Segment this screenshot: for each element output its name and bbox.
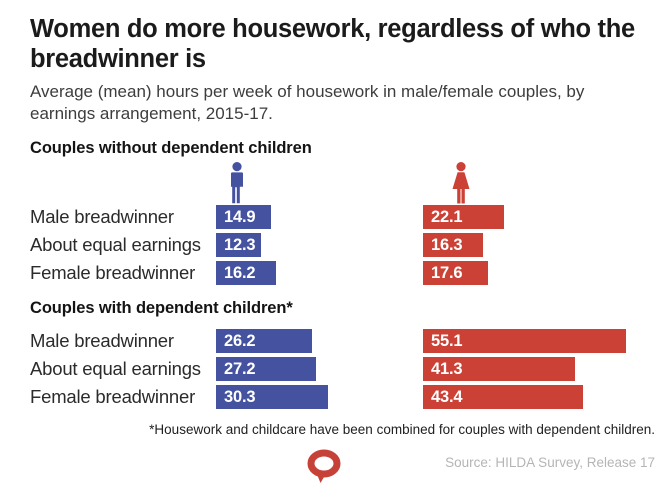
- category-label: About equal earnings: [30, 234, 201, 256]
- female-person-icon: [448, 162, 474, 209]
- male-bar-area: 27.2: [216, 357, 423, 382]
- bar-value: 43.4: [431, 387, 463, 406]
- series-legend-icons: [30, 159, 663, 205]
- bar-value: 55.1: [431, 331, 463, 350]
- bar-value: 30.3: [224, 387, 256, 406]
- female-bar: 43.4: [423, 385, 583, 410]
- male-bar-area: 30.3: [216, 385, 423, 410]
- bar-value: 41.3: [431, 359, 463, 378]
- male-bar: 12.3: [216, 233, 261, 258]
- female-bar: 16.3: [423, 233, 483, 258]
- chart-subtitle: Average (mean) hours per week of housewo…: [30, 82, 585, 124]
- female-bar-area: 22.1: [423, 205, 504, 230]
- bar-value: 12.3: [224, 235, 256, 254]
- chart-row: Female breadwinner 16.2 17.6: [30, 261, 663, 286]
- chart-row: Male breadwinner 26.2 55.1: [30, 329, 663, 354]
- chart-row: Female breadwinner 30.3 43.4: [30, 385, 663, 410]
- female-bar-area: 16.3: [423, 233, 483, 258]
- female-bar: 55.1: [423, 329, 626, 354]
- section-heading-without-children: Couples without dependent children: [30, 139, 312, 158]
- female-bar-area: 17.6: [423, 261, 488, 286]
- category-label: Male breadwinner: [30, 330, 174, 352]
- footer: Source: HILDA Survey, Release 17: [30, 447, 655, 493]
- bar-value: 22.1: [431, 207, 463, 226]
- chart-row: About equal earnings 27.2 41.3: [30, 357, 663, 382]
- male-bar: 16.2: [216, 261, 276, 286]
- male-bar: 30.3: [216, 385, 328, 410]
- bar-value: 26.2: [224, 331, 256, 350]
- male-person-icon: [226, 162, 248, 209]
- bar-value: 14.9: [224, 207, 256, 226]
- bar-value: 17.6: [431, 263, 463, 282]
- female-bar: 22.1: [423, 205, 504, 230]
- section-heading-with-children: Couples with dependent children*: [30, 299, 293, 318]
- chart-title: Women do more housework, regardless of w…: [30, 15, 635, 74]
- category-label: About equal earnings: [30, 358, 201, 380]
- category-label: Female breadwinner: [30, 262, 196, 284]
- source-attribution: Source: HILDA Survey, Release 17: [445, 455, 655, 471]
- male-bar: 26.2: [216, 329, 312, 354]
- category-label: Male breadwinner: [30, 206, 174, 228]
- female-bar: 17.6: [423, 261, 488, 286]
- speech-bubble-logo: [305, 449, 343, 492]
- female-bar-area: 55.1: [423, 329, 626, 354]
- bar-value: 16.3: [431, 235, 463, 254]
- chart-row: Male breadwinner 14.9 22.1: [30, 205, 663, 230]
- chart-row: About equal earnings 12.3 16.3: [30, 233, 663, 258]
- female-bar-area: 41.3: [423, 357, 575, 382]
- male-bar-area: 12.3: [216, 233, 423, 258]
- male-bar-area: 16.2: [216, 261, 423, 286]
- male-bar-area: 26.2: [216, 329, 423, 354]
- female-bar: 41.3: [423, 357, 575, 382]
- male-bar-area: 14.9: [216, 205, 423, 230]
- male-bar: 27.2: [216, 357, 316, 382]
- section-without-children-rows: Male breadwinner 14.9 22.1 About equal e…: [30, 205, 663, 286]
- male-bar: 14.9: [216, 205, 271, 230]
- section-with-children-rows: Male breadwinner 26.2 55.1 About equal e…: [30, 329, 663, 410]
- footnote: *Housework and childcare have been combi…: [149, 422, 655, 438]
- bar-value: 16.2: [224, 263, 256, 282]
- female-bar-area: 43.4: [423, 385, 583, 410]
- bar-value: 27.2: [224, 359, 256, 378]
- category-label: Female breadwinner: [30, 386, 196, 408]
